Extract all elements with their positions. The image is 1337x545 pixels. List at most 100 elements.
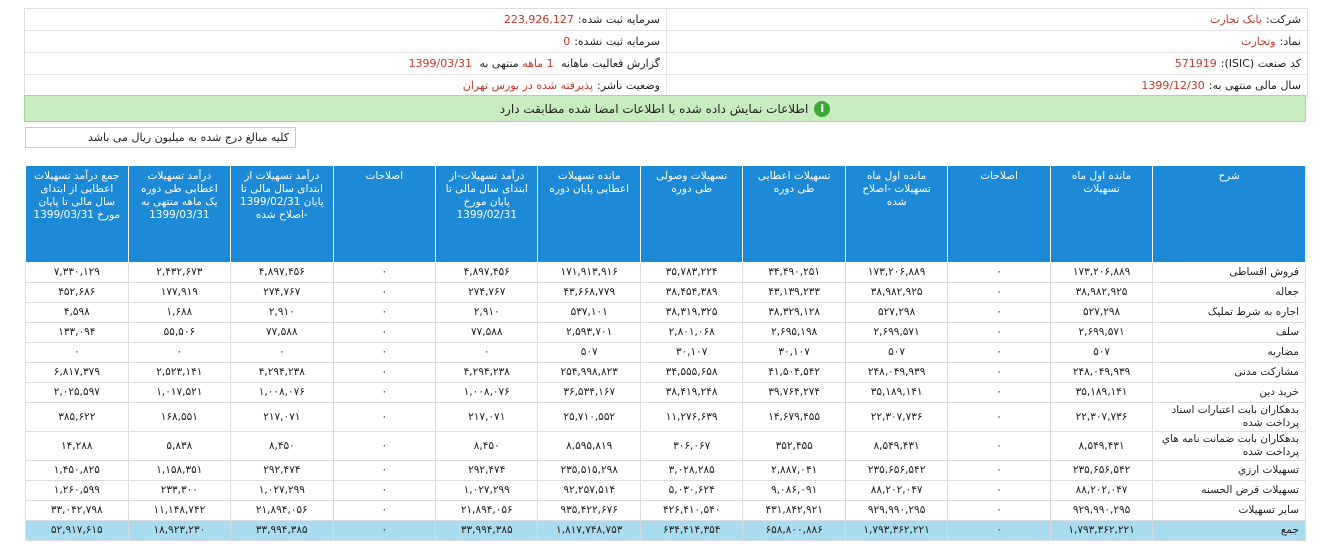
label: سرمایه ثبت نشده: (574, 35, 660, 48)
cell-value: ۲۴۸,۰۴۹,۹۳۹ (844, 362, 949, 383)
table-row: فروش اقساطی ۱۷۳,۲۰۶,۸۸۹ ۰ ۱۷۳,۲۰۶,۸۸۹ ۳۴,۴۹۰… (25, 262, 1306, 283)
cell-value: ۵,۰۳۰,۶۲۴ (639, 480, 744, 501)
column-header: اصلاحات (332, 165, 437, 263)
table-body: فروش اقساطی ۱۷۳,۲۰۶,۸۸۹ ۰ ۱۷۳,۲۰۶,۸۸۹ ۳۴,۴۹۰… (25, 262, 1306, 541)
cell-value: ۰ (230, 342, 334, 363)
cell-value: ۷۷,۵۸۸ (230, 322, 334, 343)
cell-value: ۰ (947, 460, 1051, 481)
cell-value: ۲۳۵,۶۵۶,۵۴۲ (1049, 460, 1154, 481)
cell-value: ۳۶,۵۳۴,۱۶۷ (537, 382, 641, 403)
cell-value: ۵,۸۳۸ (127, 431, 232, 461)
cell-value: ۱,۴۵۰,۸۲۵ (25, 460, 129, 481)
info-cell: کد صنعت (ISIC):571919 (666, 53, 1307, 74)
notice-text: اطلاعات نمایش داده شده با اطلاعات امضا ش… (499, 101, 809, 116)
cell-value: ۰ (947, 520, 1051, 541)
cell-value: ۱۱,۱۴۸,۷۴۲ (127, 500, 232, 521)
cell-value: ۴,۸۹۷,۴۵۶ (230, 262, 334, 283)
info-cell: سال مالی منتهی به:1399/12/30 (666, 75, 1307, 96)
cell-value: ۰ (947, 480, 1051, 501)
cell-value: ۳۸۵,۶۲۲ (25, 402, 129, 432)
cell-value: ۱۷۷,۹۱۹ (127, 282, 232, 303)
table-row: جمع ۱,۷۹۳,۳۶۲,۲۲۱ ۰ ۱,۷۹۳,۳۶۲,۲۲۱ ۶۵۸,۸۰۰,۸۸… (25, 520, 1306, 541)
label: وضعیت ناشر: (597, 79, 660, 92)
unit-note: کلیه مبالغ درج شده به میلیون ریال می باش… (25, 127, 296, 148)
cell-value: ۱,۱۵۸,۳۵۱ (127, 460, 232, 481)
cell-value: ۵۰۷ (844, 342, 949, 363)
column-header: تسهیلات اعطایی طی دوره (742, 165, 846, 263)
cell-value: ۳۰,۱۰۷ (742, 342, 846, 363)
value: وتجارت (1241, 35, 1276, 48)
cell-value: ۷,۳۳۰,۱۲۹ (25, 262, 129, 283)
cell-value: ۶۵۸,۸۰۰,۸۸۶ (742, 520, 846, 541)
cell-value: ۲۳۵,۶۵۶,۵۴۲ (844, 460, 949, 481)
header-row: شرح مانده اول ماه تسهیلات اصلاحات مانده اول… (25, 165, 1306, 263)
cell-value: ۲۳۵,۵۱۵,۲۹۸ (537, 460, 641, 481)
cell-value: ۳۵,۷۸۳,۲۲۴ (639, 262, 744, 283)
cell-value: ۱,۲۶۰,۵۹۹ (25, 480, 129, 501)
cell-value: ۳۴,۵۵۵,۶۵۸ (639, 362, 744, 383)
cell-value: ۳۵,۱۸۹,۱۴۱ (1049, 382, 1154, 403)
table-row: بدهکاران بابت اعتبارات اسناد پرداخت شده ۲… (25, 402, 1306, 432)
cell-value: ۲,۸۰۱,۰۶۸ (639, 322, 744, 343)
cell-value: ۱۷۱,۹۱۳,۹۱۶ (537, 262, 641, 283)
cell-value: ۲,۴۳۲,۶۷۳ (127, 262, 232, 283)
cell-value: ۰ (332, 500, 437, 521)
info-icon: i (814, 100, 831, 117)
cell-value: ۳۸,۴۵۴,۳۸۹ (639, 282, 744, 303)
cell-value: ۴۳۱,۸۴۲,۹۲۱ (742, 500, 846, 521)
cell-value: ۹,۰۸۶,۰۹۱ (742, 480, 846, 501)
cell-value: ۹۲۹,۹۹۰,۲۹۵ (1049, 500, 1154, 521)
value: 0 (563, 35, 571, 48)
cell-value: ۰ (947, 362, 1051, 383)
label: نماد: (1279, 35, 1301, 48)
cell-value: ۸۸,۲۰۲,۰۴۷ (844, 480, 949, 501)
cell-value: ۳۵۲,۴۵۵ (742, 431, 846, 461)
cell-value: ۲۲,۳۰۷,۷۳۶ (844, 402, 949, 432)
cell-value: ۲,۶۹۹,۵۷۱ (844, 322, 949, 343)
cell-value: ۳۳,۹۹۴,۳۸۵ (435, 520, 539, 541)
cell-value: ۴۳,۶۶۸,۷۷۹ (537, 282, 641, 303)
cell-value: ۳۵,۱۸۹,۱۴۱ (844, 382, 949, 403)
cell-value: ۰ (435, 342, 539, 363)
cell-value: ۰ (332, 322, 437, 343)
cell-value: ۰ (332, 480, 437, 501)
cell-value: ۵۰۷ (537, 342, 641, 363)
table-row: مشارکت مدنی ۲۴۸,۰۴۹,۹۳۹ ۰ ۲۴۸,۰۴۹,۹۳۹ ۴۱,۵۰۴… (25, 362, 1306, 383)
value: 1399/03/31 (408, 57, 472, 70)
cell-value: ۳۳,۹۹۴,۳۸۵ (230, 520, 334, 541)
row-label: بدهکاران بابت ضمانت نامه هاي پرداخت شده (1152, 431, 1306, 461)
cell-value: ۳۹,۷۶۴,۲۷۴ (742, 382, 846, 403)
table-row: سایر تسهیلات ۹۲۹,۹۹۰,۲۹۵ ۰ ۹۲۹,۹۹۰,۲۹۵ ۴۳۱,۸… (25, 500, 1306, 521)
table-row: بدهکاران بابت ضمانت نامه هاي پرداخت شده ۸… (25, 431, 1306, 461)
cell-value: ۰ (332, 382, 437, 403)
cell-value: ۲,۵۹۳,۷۰۱ (537, 322, 641, 343)
cell-value: ۹۳۵,۴۲۲,۶۷۶ (537, 500, 641, 521)
cell-value: ۳۸,۳۱۹,۳۲۵ (639, 302, 744, 323)
cell-value: ۲,۰۲۵,۵۹۷ (25, 382, 129, 403)
row-label: خرید دین (1152, 382, 1306, 403)
cell-value: ۱۸,۹۲۳,۲۳۰ (127, 520, 232, 541)
cell-value: ۶۳۴,۴۱۴,۳۵۴ (639, 520, 744, 541)
cell-value: ۱,۰۰۸,۰۷۶ (435, 382, 539, 403)
cell-value: ۲۱۷,۰۷۱ (435, 402, 539, 432)
value: پذیرفته شده در بورس تهران (462, 79, 594, 92)
label: منتهی به (479, 57, 519, 70)
info-row: نماد:وتجارت سرمایه ثبت نشده:0 (25, 31, 1307, 53)
cell-value: ۹۲۹,۹۹۰,۲۹۵ (844, 500, 949, 521)
value: 571919 (1174, 57, 1217, 70)
row-label: جمع (1152, 520, 1306, 541)
cell-value: ۰ (947, 282, 1051, 303)
cell-value: ۸,۴۵۰ (435, 431, 539, 461)
cell-value: ۱۶۸,۵۵۱ (127, 402, 232, 432)
cell-value: ۳۰۶,۰۶۷ (639, 431, 744, 461)
cell-value: ۴۲۶,۴۱۰,۵۴۰ (639, 500, 744, 521)
column-header: تسهیلات وصولی طی دوره (639, 165, 744, 263)
cell-value: ۲,۹۱۰ (435, 302, 539, 323)
info-cell: سرمایه ثبت شده:223,926,127 (25, 9, 666, 30)
cell-value: ۰ (332, 302, 437, 323)
row-label: جعاله (1152, 282, 1306, 303)
info-cell: گزارش فعالیت ماهانه 1 ماهه منتهی به 1399… (25, 53, 666, 74)
row-label: مشارکت مدنی (1152, 362, 1306, 383)
cell-value: ۵۰۷ (1049, 342, 1154, 363)
